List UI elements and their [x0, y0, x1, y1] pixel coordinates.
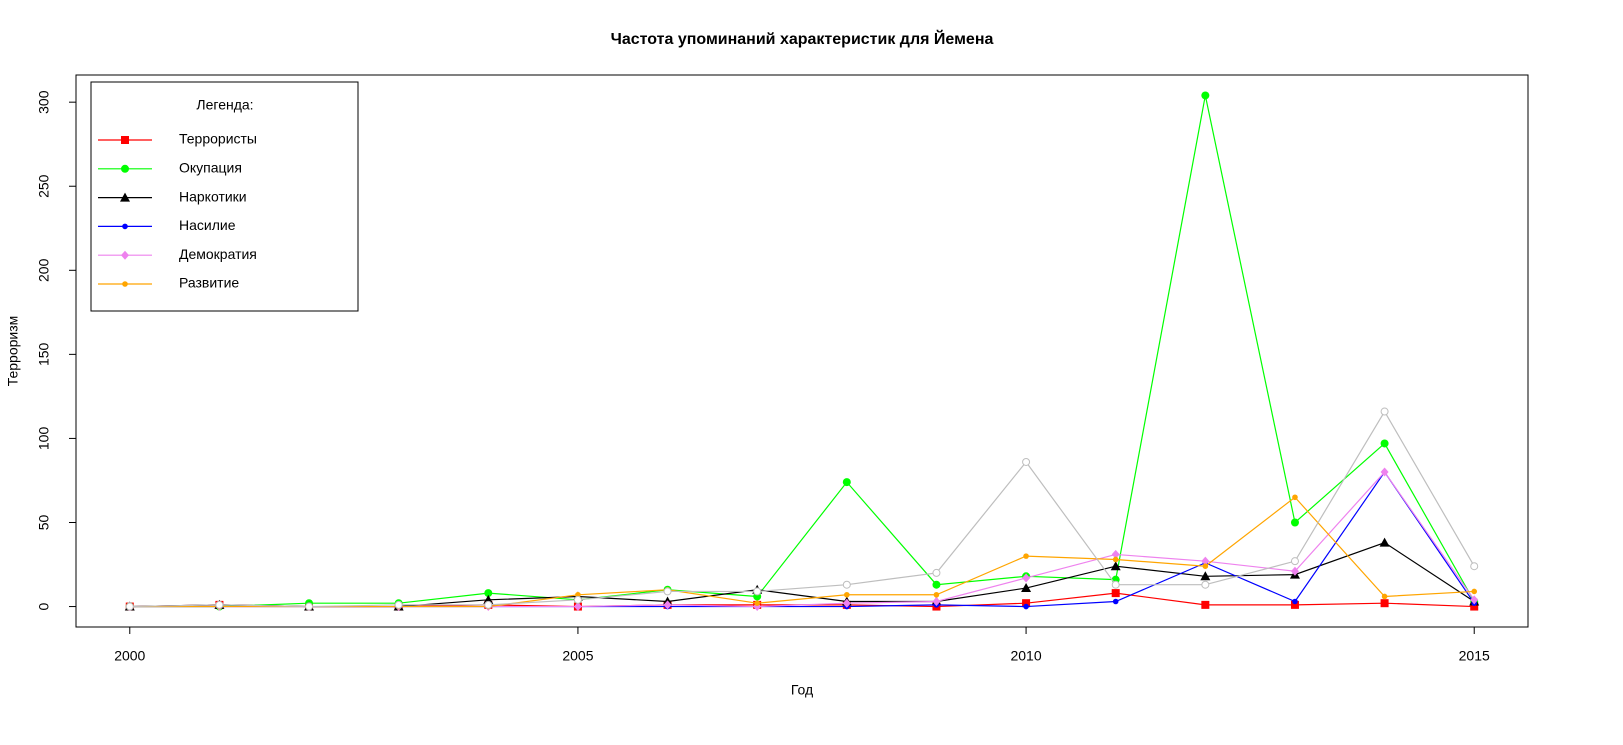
marker — [1470, 602, 1479, 611]
x-tick-label: 2015 — [1459, 648, 1490, 664]
legend-label: Наркотики — [179, 188, 247, 204]
y-axis-label: Терроризм — [5, 316, 21, 387]
marker — [1201, 556, 1210, 566]
legend-frame — [90, 81, 359, 312]
marker — [484, 589, 493, 598]
marker — [1112, 598, 1119, 605]
x-tick-label: 2000 — [114, 648, 145, 664]
series-line — [129, 95, 1475, 608]
x-axis-label: Год — [791, 682, 813, 698]
marker — [663, 587, 672, 596]
marker — [1112, 556, 1119, 563]
marker — [932, 597, 941, 607]
legend-marker — [121, 250, 129, 260]
y-tick-label: 50 — [36, 514, 52, 530]
series-line — [129, 410, 1475, 608]
marker — [844, 591, 850, 598]
marker — [573, 602, 582, 612]
marker — [842, 598, 851, 608]
marker — [305, 602, 314, 611]
marker — [1471, 588, 1478, 595]
marker — [1023, 603, 1029, 610]
y-tick-label: 300 — [36, 90, 52, 114]
marker — [754, 600, 760, 606]
y-tick-label: 0 — [36, 602, 52, 610]
marker — [842, 478, 851, 487]
marker — [1021, 583, 1032, 593]
series-line — [129, 542, 1475, 608]
marker — [1290, 518, 1299, 527]
y-tick-label: 150 — [36, 342, 52, 366]
y-tick-label: 100 — [36, 427, 52, 451]
marker — [1292, 598, 1298, 605]
legend-marker — [121, 136, 129, 144]
legend: Легенда: Террористы Окупация Наркотики Насил… — [90, 81, 359, 312]
x-tick-label: 2005 — [562, 648, 593, 664]
marker — [1201, 580, 1210, 589]
marker — [215, 600, 224, 609]
legend-label: Насилие — [179, 217, 236, 233]
marker — [1023, 553, 1029, 559]
marker — [932, 580, 941, 589]
y-tick-label: 250 — [36, 174, 52, 198]
legend-marker — [122, 281, 128, 287]
marker — [1380, 467, 1389, 477]
marker — [1290, 566, 1299, 576]
series — [125, 589, 1479, 611]
marker — [1111, 580, 1120, 589]
marker — [573, 595, 582, 604]
marker — [1290, 557, 1299, 566]
legend-label: Развитие — [179, 275, 239, 291]
marker — [484, 600, 493, 609]
marker — [1381, 593, 1388, 600]
legend-marker — [120, 192, 130, 202]
marker — [842, 580, 851, 589]
chart-title: Частота упоминаний характеристик для Йем… — [611, 29, 994, 48]
marker — [933, 591, 940, 598]
marker — [394, 600, 403, 609]
y-tick-label: 200 — [36, 258, 52, 282]
legend-marker — [121, 164, 129, 173]
marker — [1470, 595, 1479, 605]
marker — [1292, 494, 1298, 501]
x-tick-label: 2010 — [1010, 648, 1041, 664]
marker — [1201, 600, 1210, 609]
marker — [1380, 439, 1389, 448]
marker — [1111, 589, 1120, 598]
series-line — [129, 496, 1475, 608]
marker — [1380, 407, 1389, 416]
legend-label: Демократия — [179, 246, 257, 262]
marker — [1201, 91, 1210, 100]
legend-label: Террористы — [179, 131, 257, 147]
marker — [1022, 457, 1031, 466]
marker — [1110, 561, 1121, 571]
marker — [663, 600, 672, 610]
marker — [483, 594, 494, 604]
marker — [1379, 537, 1390, 547]
marker — [1380, 599, 1389, 608]
marker — [125, 602, 134, 611]
marker — [1111, 549, 1120, 559]
marker — [932, 568, 941, 577]
series — [125, 407, 1479, 611]
marker — [1470, 562, 1479, 571]
marker — [1022, 599, 1031, 608]
legend-label: Окупация — [179, 160, 242, 176]
marker — [1022, 573, 1031, 583]
series — [124, 537, 1480, 611]
marker — [1200, 571, 1211, 581]
legend-marker — [122, 223, 128, 230]
marker — [753, 587, 762, 596]
marker — [1290, 600, 1299, 609]
legend-title: Легенда: — [196, 97, 253, 113]
marker — [1202, 563, 1209, 570]
